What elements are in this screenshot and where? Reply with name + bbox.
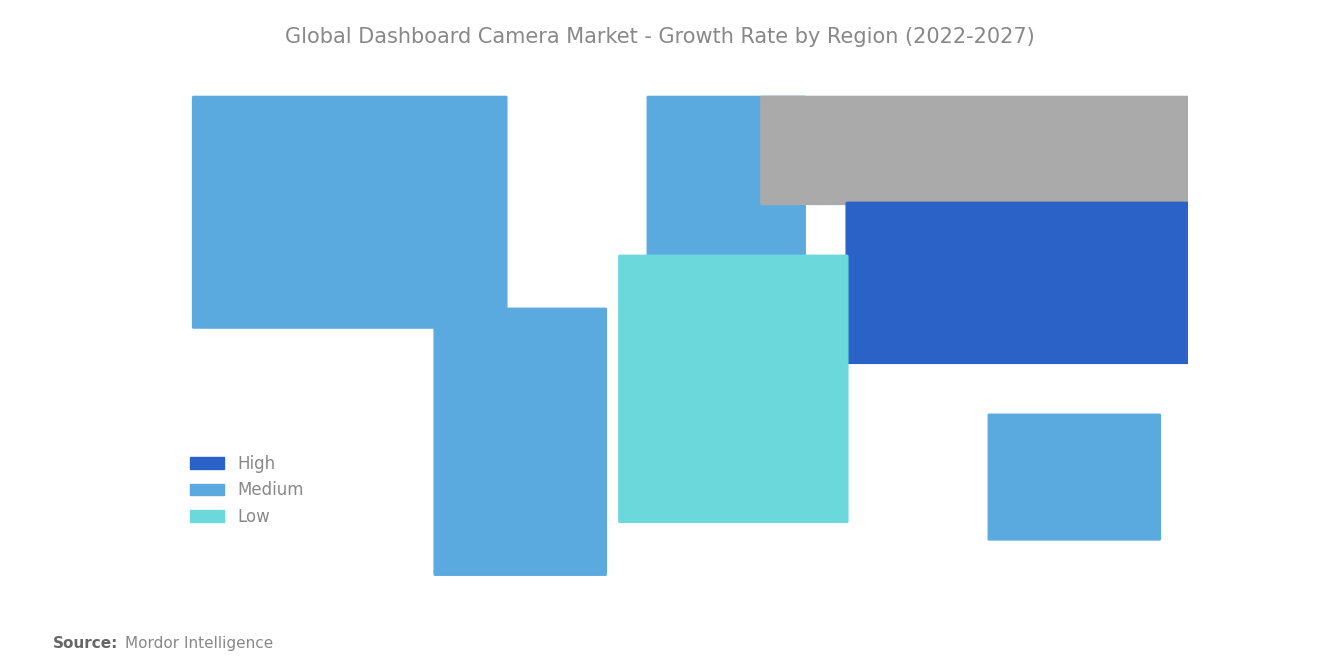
- Text: Source:: Source:: [53, 636, 119, 652]
- FancyBboxPatch shape: [619, 255, 847, 522]
- FancyBboxPatch shape: [760, 96, 1189, 204]
- FancyBboxPatch shape: [647, 96, 805, 257]
- Text: Mordor Intelligence: Mordor Intelligence: [125, 636, 273, 652]
- FancyBboxPatch shape: [846, 202, 1189, 363]
- Legend: High, Medium, Low: High, Medium, Low: [183, 448, 310, 532]
- FancyBboxPatch shape: [193, 96, 507, 328]
- FancyBboxPatch shape: [989, 414, 1160, 540]
- FancyBboxPatch shape: [434, 309, 606, 575]
- Text: Global Dashboard Camera Market - Growth Rate by Region (2022-2027): Global Dashboard Camera Market - Growth …: [285, 27, 1035, 47]
